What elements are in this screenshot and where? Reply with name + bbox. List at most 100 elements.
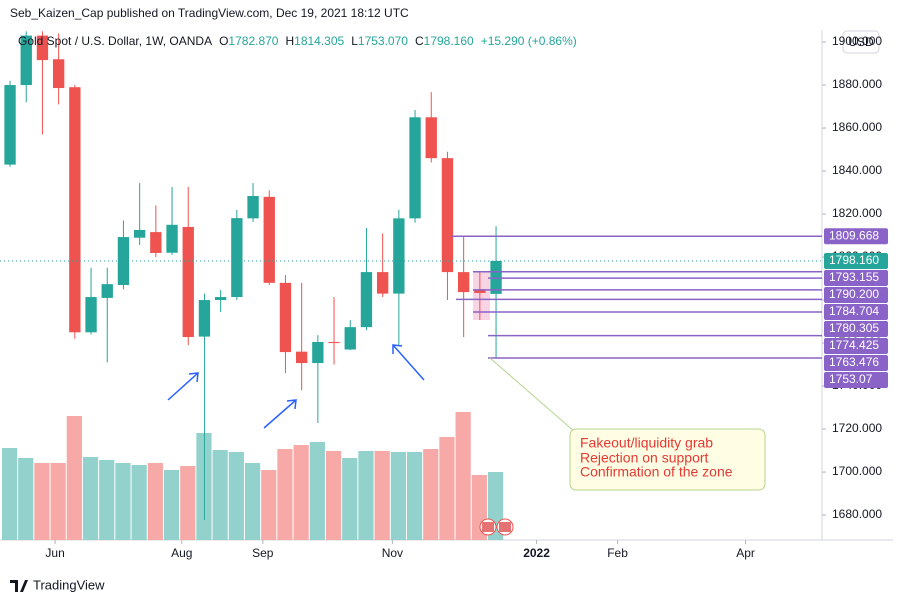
volume-bar	[342, 458, 358, 540]
volume-bar	[325, 451, 342, 540]
volume-bar	[99, 460, 115, 540]
arrow	[167, 372, 199, 401]
price-label-bg	[824, 338, 888, 355]
legend-key: O	[219, 34, 228, 48]
x-tick-label: Nov	[382, 546, 403, 560]
y-tick-label: 1880.000	[832, 77, 882, 91]
legend-value: 1814.305	[294, 34, 344, 48]
x-tick-label: Feb	[607, 546, 628, 560]
price-label: 1790.200	[829, 287, 879, 301]
currency-button[interactable]	[842, 30, 880, 54]
volume-bar	[309, 442, 325, 540]
legend-value: 1798.160	[424, 34, 474, 48]
candle-body	[474, 289, 486, 293]
price-label: 1784.704	[829, 304, 879, 318]
marks	[0, 31, 826, 544]
candle-body	[360, 272, 373, 328]
symbol-title: Gold Spot / U.S. Dollar, 1W, OANDA	[18, 34, 212, 48]
candle-body	[198, 300, 211, 337]
price-label-bg	[824, 321, 888, 338]
volume-bar	[147, 463, 163, 540]
candle-body	[295, 351, 308, 364]
volume-bar	[277, 449, 293, 540]
logo-mark	[10, 580, 28, 592]
y-tick-label: 1720.000	[832, 421, 882, 435]
x-tick-label: Sep	[252, 546, 274, 560]
zone-highlight	[473, 271, 490, 320]
arrow	[263, 399, 297, 429]
price-label-bg	[824, 355, 888, 372]
price-label: 1753.07	[829, 372, 873, 386]
candle-body	[85, 297, 97, 333]
legend-change: +15.290 (+0.86%)	[481, 34, 577, 48]
candle-body	[425, 117, 437, 159]
currency[interactable]: USD	[848, 35, 874, 49]
x-tick-label: 2022	[523, 546, 550, 560]
volume-bar	[50, 463, 66, 540]
volume-bar	[1, 448, 18, 540]
annotation-line: Rejection on support	[580, 450, 709, 466]
candle-body	[36, 35, 49, 61]
candle-body	[247, 195, 259, 219]
arrow	[392, 344, 425, 381]
price-label-bg	[824, 287, 888, 304]
annotation-line: Fakeout/liquidity grab	[580, 435, 713, 451]
legend-value: 1782.870	[228, 34, 278, 48]
candle-body	[279, 282, 292, 353]
legend-key: H	[285, 34, 294, 48]
volume-bar	[261, 470, 277, 540]
price-label: 1780.305	[829, 321, 879, 335]
price-label: 1798.160	[829, 253, 879, 267]
candle-body	[133, 229, 146, 238]
callout-pointer	[489, 357, 576, 433]
candle-body	[101, 284, 113, 298]
volume-bar	[439, 437, 455, 540]
x-tick-label: Aug	[171, 546, 192, 560]
volume-bar	[66, 416, 82, 540]
candle-body	[117, 237, 130, 285]
volume-bar	[358, 451, 374, 540]
y-tick-label: 1680.000	[832, 507, 882, 521]
candle-body	[214, 297, 227, 301]
price-label-bg	[824, 228, 888, 245]
y-tick-label: 1900.000	[832, 34, 882, 48]
volume-bar	[455, 412, 471, 540]
candle-body	[52, 59, 65, 89]
price-label-bg	[824, 304, 888, 321]
candle-body	[231, 218, 243, 298]
callout-box	[569, 428, 766, 491]
legend-value: 1753.070	[358, 34, 408, 48]
logo: TradingView	[10, 577, 105, 592]
price-label-bg	[824, 253, 888, 270]
volume-bar	[180, 466, 196, 540]
arrows	[167, 344, 425, 429]
candle-body	[457, 272, 470, 293]
candle-body	[376, 272, 389, 294]
price-label: 1763.476	[829, 355, 879, 369]
price-label-bg	[824, 372, 888, 389]
volume-bar	[34, 463, 50, 540]
volume-bar	[228, 452, 244, 540]
volume-bar	[131, 465, 147, 540]
legend-key: L	[351, 34, 358, 48]
volume-bar	[82, 457, 99, 540]
volume-bar	[390, 452, 406, 540]
legend-key: C	[415, 34, 424, 48]
price-label: 1774.425	[829, 338, 879, 352]
event-icons	[479, 518, 514, 536]
volume-bar	[163, 470, 180, 540]
candle-body	[20, 35, 32, 86]
price-label: 1793.155	[829, 270, 879, 284]
candle-body	[263, 196, 275, 283]
candle-body	[182, 226, 194, 338]
y-tick-label: 1700.000	[832, 464, 882, 478]
candle-body	[312, 341, 324, 364]
volume-bar	[406, 452, 423, 540]
candle-body	[441, 158, 454, 273]
candle-body	[328, 341, 340, 344]
volume-bar	[212, 450, 228, 540]
x-tick-label: Apr	[736, 546, 755, 560]
volume-bar	[115, 463, 131, 540]
x-tick-label: Jun	[45, 546, 64, 560]
volume-bar	[423, 449, 439, 540]
